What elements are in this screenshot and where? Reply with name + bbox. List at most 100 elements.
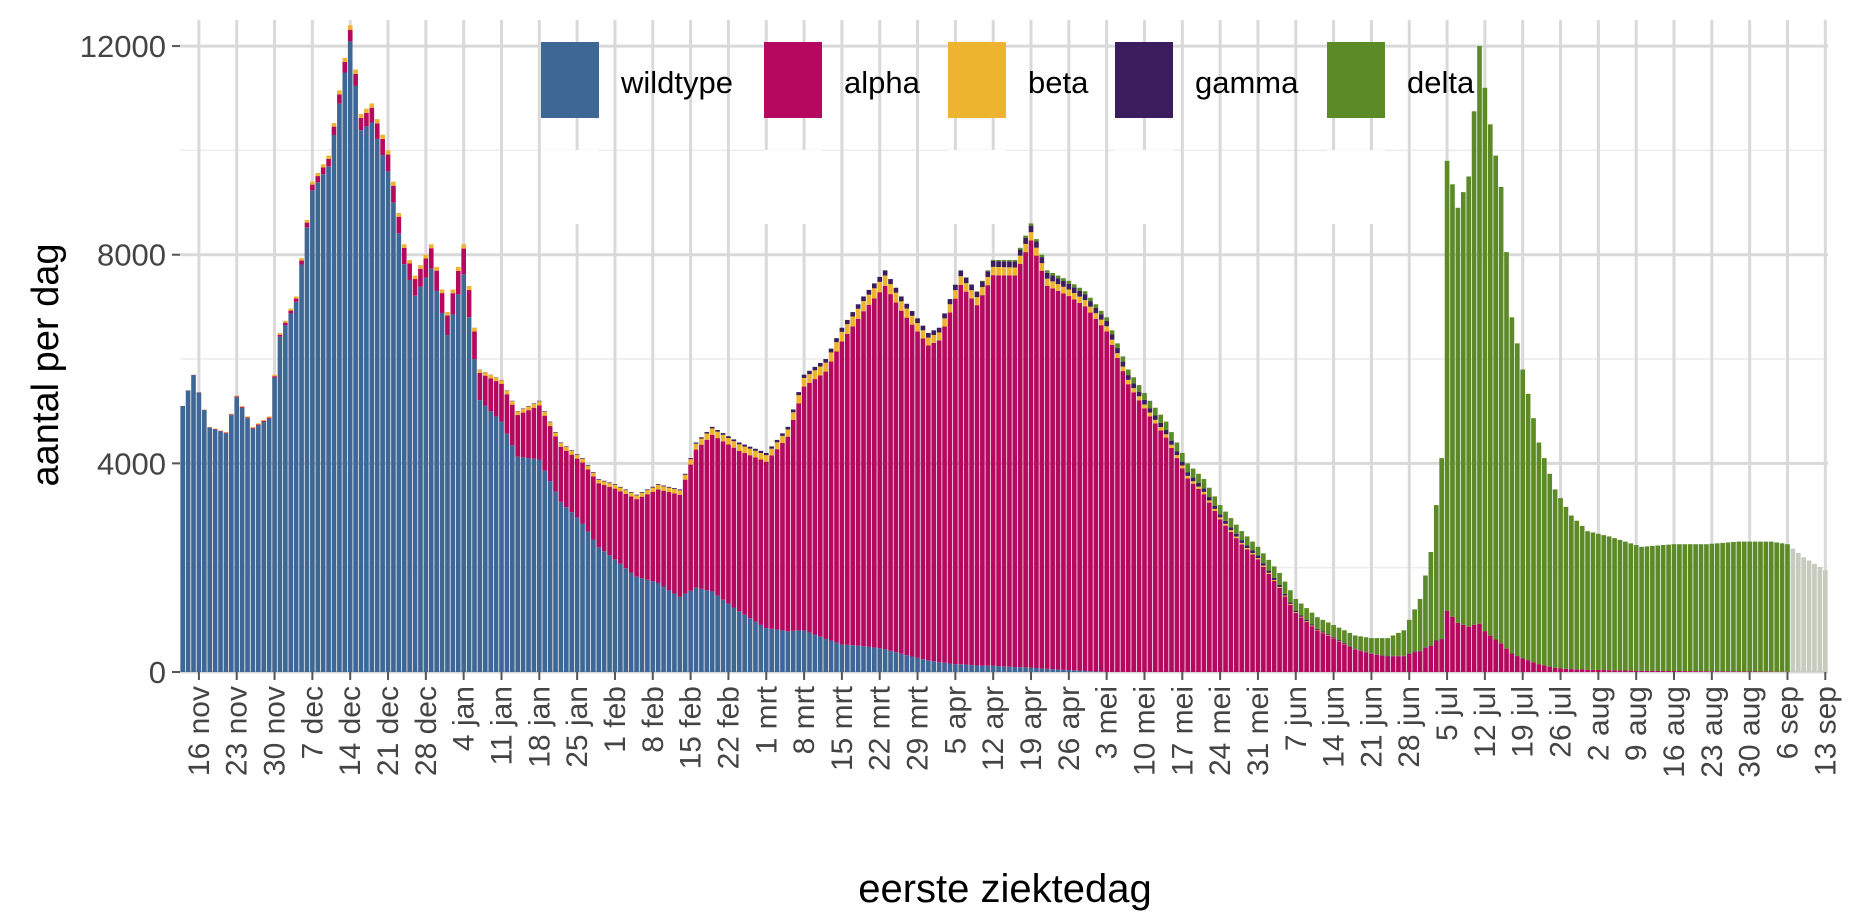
bar-segment-alpha xyxy=(520,412,526,458)
legend-blank-key xyxy=(1327,150,1385,224)
bar-segment-alpha xyxy=(1520,658,1526,672)
bar-segment-beta xyxy=(769,448,774,456)
bar-segment-beta xyxy=(969,290,974,299)
bar-segment-delta xyxy=(1174,442,1180,452)
bar-segment-alpha xyxy=(1741,671,1747,672)
bar-segment-beta xyxy=(1179,465,1185,469)
bar-segment-alpha xyxy=(1574,669,1580,672)
bar-segment-alpha xyxy=(1120,371,1126,672)
bar-segment-beta xyxy=(1093,313,1099,319)
bar-segment-delta xyxy=(1282,581,1288,594)
bar-segment-gamma xyxy=(682,473,688,475)
bar-segment-beta xyxy=(342,57,348,63)
x-tick-label: 7 dec xyxy=(296,686,329,759)
bar-segment-delta xyxy=(1677,544,1682,672)
bar-segment-beta xyxy=(1001,267,1007,276)
bar-segment-gamma xyxy=(1147,408,1153,413)
bar-segment-alpha xyxy=(1644,670,1650,672)
bar-segment-wildtype xyxy=(299,264,304,672)
bar-segment-wildtype xyxy=(369,122,375,672)
bar-segment-wildtype xyxy=(239,407,245,672)
bar-segment-wildtype xyxy=(931,661,937,672)
bar-segment-gamma xyxy=(1417,650,1423,652)
bar-segment-gamma xyxy=(1428,645,1434,646)
bar-segment-alpha xyxy=(1585,669,1590,672)
bar-segment-alpha xyxy=(612,488,618,560)
bar-segment-gamma xyxy=(1120,361,1126,367)
bar-segment-delta xyxy=(1223,511,1228,521)
bar-segment-alpha xyxy=(1590,669,1596,672)
bar-segment-alpha xyxy=(720,441,726,600)
bar-segment-beta xyxy=(401,244,407,248)
bar-segment-wildtype xyxy=(855,645,861,672)
bar-segment-gamma xyxy=(1088,301,1093,307)
bar-segment-beta xyxy=(250,426,256,428)
bar-segment-delta xyxy=(1228,518,1234,528)
bar-segment-alpha xyxy=(861,311,866,647)
bar-segment-gamma xyxy=(1163,430,1169,435)
bar-segment-beta xyxy=(850,316,856,327)
bar-segment-alpha xyxy=(493,381,499,417)
bar-segment-gamma xyxy=(709,426,715,429)
bar-segment-alpha xyxy=(655,489,661,583)
bar-segment-alpha xyxy=(871,298,877,648)
bar-segment-alpha xyxy=(461,248,466,275)
bar-segment-alpha xyxy=(985,285,991,666)
bar-segment-alpha xyxy=(542,415,548,471)
bar-segment-alpha xyxy=(423,258,429,278)
bar-segment-wildtype xyxy=(769,628,774,672)
bar-segment-wildtype xyxy=(180,405,186,672)
bar-segment-delta xyxy=(1298,603,1304,616)
bar-segment-alpha xyxy=(1071,299,1077,671)
bar-segment-gamma xyxy=(574,454,580,455)
bar-segment-alpha xyxy=(963,291,969,665)
bar-segment-beta xyxy=(866,294,872,305)
bar-segment-alpha xyxy=(229,414,234,416)
bar-segment-wildtype xyxy=(288,313,294,672)
bar-segment-gamma xyxy=(628,492,634,493)
bar-segment-beta xyxy=(256,423,261,425)
bar-segment-beta xyxy=(796,395,801,404)
bar-segment-alpha xyxy=(828,361,834,641)
bar-segment-gamma xyxy=(580,458,585,459)
x-tick-label: 12 apr xyxy=(977,686,1010,771)
bar-segment-alpha xyxy=(920,338,926,660)
bar-segment-beta xyxy=(520,409,526,413)
bar-segment-alpha xyxy=(628,496,634,573)
bar-segment-alpha xyxy=(1623,670,1628,672)
bar-segment-wildtype xyxy=(272,377,277,672)
bar-segment-alpha xyxy=(645,494,650,580)
bar-segment-wildtype xyxy=(969,665,974,672)
bar-segment-wildtype xyxy=(358,130,364,672)
bar-segment-delta xyxy=(1347,632,1353,646)
bar-segment-alpha xyxy=(634,499,639,577)
bar-segment-delta xyxy=(1309,612,1315,625)
bar-segment-alpha xyxy=(709,434,715,592)
bar-segment-alpha xyxy=(672,493,677,594)
legend-key-alpha xyxy=(764,42,822,118)
bar-segment-alpha xyxy=(1596,669,1601,672)
bar-segment-gamma xyxy=(1423,647,1428,648)
bar-segment-alpha xyxy=(1147,416,1153,672)
bar-segment-alpha xyxy=(439,293,445,313)
bar-segment-beta xyxy=(515,411,521,416)
bar-segment-beta xyxy=(1288,603,1293,605)
bar-segment-beta xyxy=(996,266,1001,276)
bar-segment-beta xyxy=(353,69,358,74)
bar-segment-wildtype xyxy=(682,593,688,672)
bar-segment-beta xyxy=(920,330,926,339)
bar-segment-gamma xyxy=(726,436,731,439)
legend-blank-key xyxy=(764,150,822,224)
bar-segment-alpha xyxy=(1542,665,1547,672)
bar-segment-wildtype xyxy=(871,647,877,672)
bar-segment-gamma xyxy=(1050,275,1055,282)
bar-segment-beta xyxy=(509,401,515,405)
bar-segment-delta xyxy=(1196,473,1201,483)
bar-segment-beta xyxy=(391,181,396,186)
bar-segment-alpha xyxy=(1698,671,1704,672)
bar-segment-gamma xyxy=(1125,375,1131,380)
bar-segment-gamma xyxy=(1261,563,1266,566)
bar-segment-alpha xyxy=(358,117,364,131)
bar-segment-beta xyxy=(526,406,531,411)
bar-segment-beta xyxy=(428,244,434,249)
